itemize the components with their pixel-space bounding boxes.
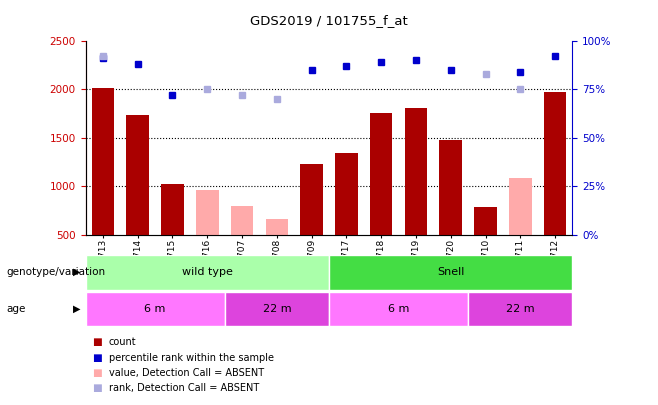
Bar <box>329 255 572 290</box>
Text: Snell: Snell <box>437 267 465 277</box>
Bar <box>509 177 532 235</box>
Text: 22 m: 22 m <box>263 304 291 314</box>
Bar <box>224 292 329 326</box>
Text: ■: ■ <box>92 368 102 378</box>
Bar <box>231 206 253 235</box>
Bar <box>329 292 468 326</box>
Text: ■: ■ <box>92 337 102 347</box>
Text: 6 m: 6 m <box>144 304 166 314</box>
Bar <box>440 140 462 235</box>
Text: GDS2019 / 101755_f_at: GDS2019 / 101755_f_at <box>250 14 408 27</box>
Bar <box>161 184 184 235</box>
Bar <box>474 207 497 235</box>
Text: value, Detection Call = ABSENT: value, Detection Call = ABSENT <box>109 368 264 378</box>
Bar <box>468 292 572 326</box>
Bar <box>86 292 224 326</box>
Text: ■: ■ <box>92 384 102 393</box>
Bar <box>370 113 392 235</box>
Text: genotype/variation: genotype/variation <box>7 267 106 277</box>
Text: wild type: wild type <box>182 267 233 277</box>
Bar <box>266 220 288 235</box>
Text: ▶: ▶ <box>73 304 81 314</box>
Bar <box>300 164 323 235</box>
Bar <box>91 88 114 235</box>
Bar <box>196 190 218 235</box>
Text: 6 m: 6 m <box>388 304 409 314</box>
Bar <box>544 92 567 235</box>
Text: age: age <box>7 304 26 314</box>
Text: 22 m: 22 m <box>506 304 534 314</box>
Text: count: count <box>109 337 136 347</box>
Text: rank, Detection Call = ABSENT: rank, Detection Call = ABSENT <box>109 384 259 393</box>
Bar <box>126 115 149 235</box>
Bar <box>86 255 329 290</box>
Text: ▶: ▶ <box>73 267 81 277</box>
Bar <box>335 153 358 235</box>
Text: ■: ■ <box>92 353 102 362</box>
Text: percentile rank within the sample: percentile rank within the sample <box>109 353 274 362</box>
Bar <box>405 108 427 235</box>
